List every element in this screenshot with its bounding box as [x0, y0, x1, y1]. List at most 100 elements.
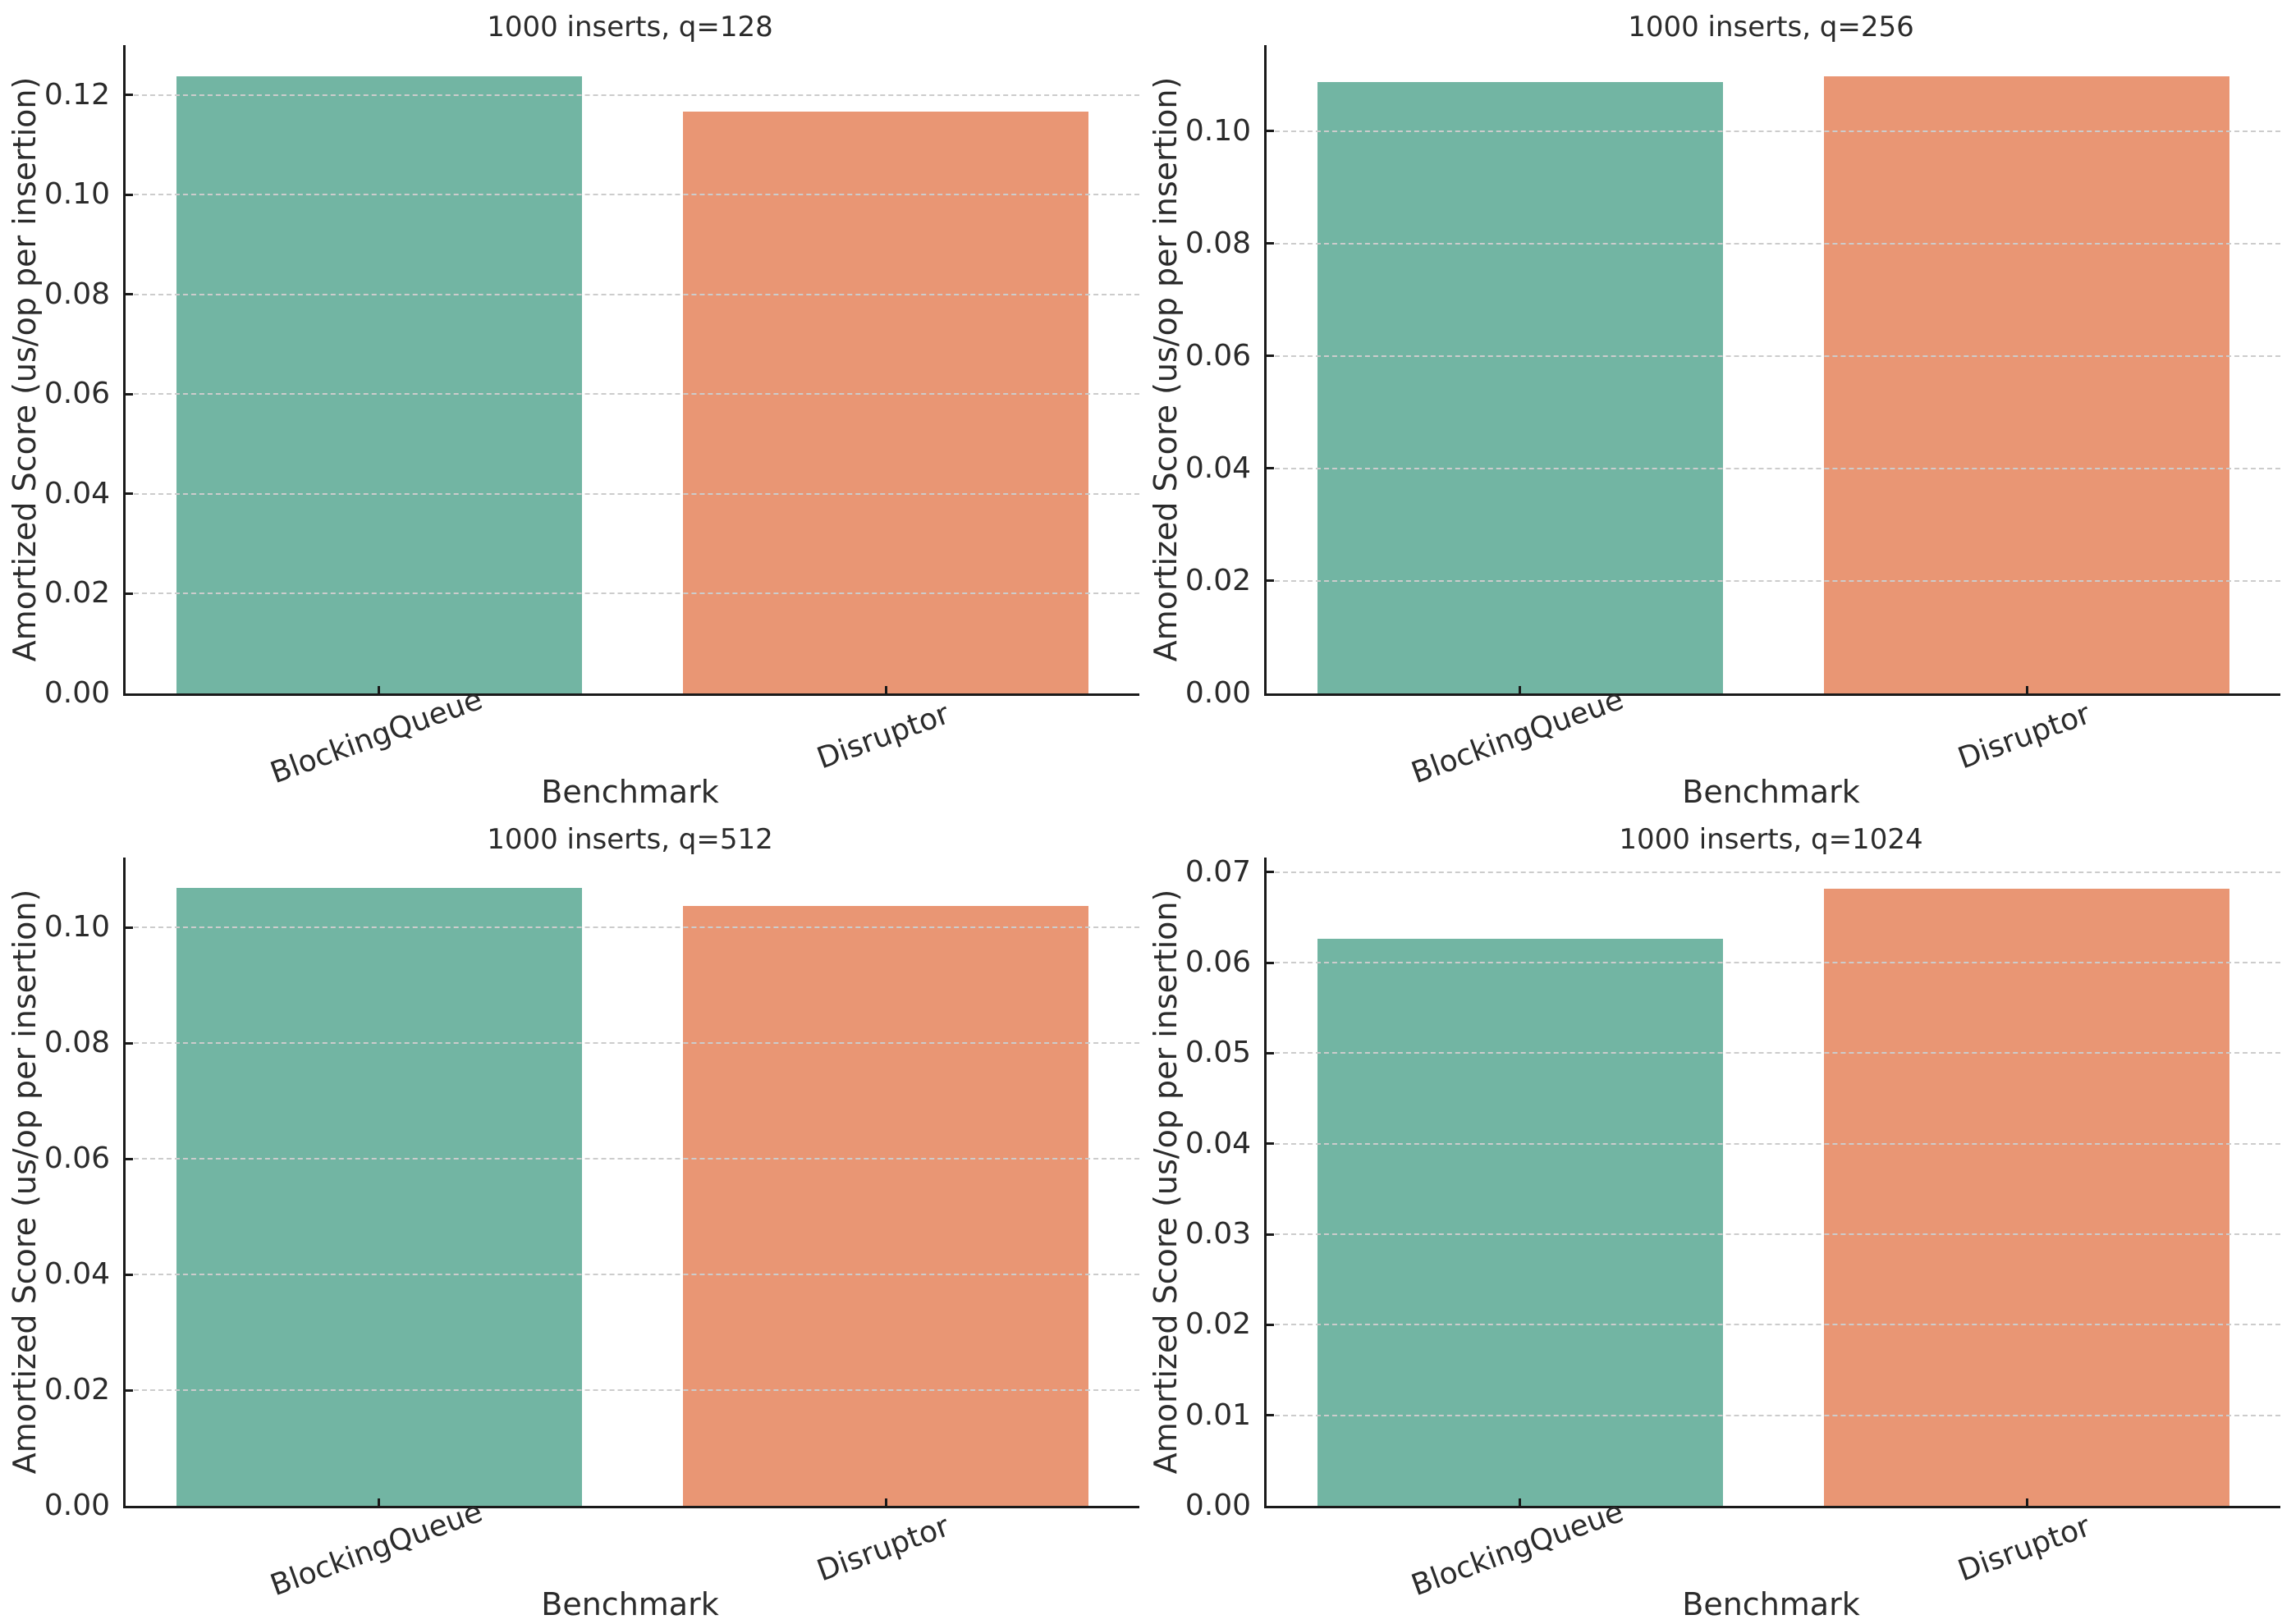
- bar-disruptor: [683, 111, 1089, 693]
- y-tick-label: 0.06: [44, 1141, 110, 1176]
- gridline: [126, 1274, 1139, 1276]
- bar-disruptor: [1824, 888, 2230, 1506]
- y-tick-mark: [1267, 1051, 1274, 1054]
- plot-area: [123, 858, 1139, 1508]
- y-tick-label: 0.00: [44, 676, 110, 710]
- y-tick-label: 0.06: [44, 377, 110, 411]
- y-tick-label: 0.00: [44, 1489, 110, 1522]
- x-tick-label-anchor: Disruptor: [1778, 1510, 2271, 1589]
- y-tick-mark: [126, 94, 133, 97]
- y-tick-mark: [126, 926, 133, 929]
- x-tick-label-anchor: BlockingQueue: [1272, 683, 1764, 790]
- x-tick-mark: [884, 1498, 887, 1506]
- y-tick-mark: [126, 492, 133, 496]
- gridline: [1267, 355, 2280, 357]
- y-tick-label: 0.08: [1185, 226, 1251, 260]
- bar-blockingqueue: [1317, 939, 1723, 1506]
- y-tick-mark: [1267, 242, 1274, 245]
- y-tick-label: 0.01: [1185, 1398, 1251, 1432]
- y-tick-label: 0.12: [44, 77, 110, 112]
- x-tick-mark: [884, 686, 887, 693]
- gridline: [1267, 1324, 2280, 1326]
- y-tick-label: 0.08: [44, 1026, 110, 1060]
- gridline: [1267, 871, 2280, 873]
- x-tick-label: Disruptor: [813, 697, 955, 776]
- y-tick-label: 0.04: [44, 1257, 110, 1292]
- y-tick-mark: [1267, 467, 1274, 470]
- x-tick-label: Disruptor: [813, 1509, 955, 1589]
- x-tick-label-anchor: BlockingQueue: [131, 1495, 623, 1603]
- x-tick-mark: [1519, 686, 1522, 693]
- y-axis-label: Amortized Score (us/op per insertion): [7, 889, 43, 1475]
- y-tick-label: 0.02: [1185, 1307, 1251, 1342]
- gridline: [1267, 1052, 2280, 1054]
- x-tick-label: Disruptor: [1954, 697, 2096, 776]
- y-tick-label: 0.07: [1185, 854, 1251, 889]
- y-tick-mark: [1267, 355, 1274, 358]
- gridline: [1267, 1142, 2280, 1145]
- gridline: [1267, 962, 2280, 963]
- y-tick-mark: [126, 1157, 133, 1160]
- gridline: [126, 592, 1139, 595]
- gridline: [1267, 130, 2280, 132]
- y-tick-mark: [1267, 961, 1274, 964]
- subplot-q512: 1000 inserts, q=512 Amortized Score (us/o…: [0, 812, 1141, 1624]
- gridline: [126, 1389, 1139, 1392]
- y-tick-mark: [1267, 1323, 1274, 1326]
- subplot-q1024: 1000 inserts, q=1024 Amortized Score (us/…: [1141, 812, 2282, 1624]
- y-tick-label: 0.08: [44, 277, 110, 311]
- gridline: [1267, 242, 2280, 245]
- gridline: [1267, 579, 2280, 582]
- gridline: [126, 926, 1139, 929]
- plot-area: [1264, 45, 2280, 696]
- gridline: [126, 1042, 1139, 1045]
- x-tick-mark: [378, 1498, 381, 1506]
- gridline: [126, 94, 1139, 96]
- x-tick-label-anchor: Disruptor: [637, 698, 1130, 776]
- y-tick-label: 0.05: [1185, 1036, 1251, 1070]
- y-tick-label: 0.03: [1185, 1216, 1251, 1251]
- y-tick-mark: [126, 1273, 133, 1276]
- x-axis-label: Benchmark: [541, 1586, 719, 1622]
- x-axis-label: Benchmark: [1682, 1586, 1860, 1622]
- y-tick-label: 0.06: [1185, 945, 1251, 979]
- y-tick-label: 0.04: [1185, 1126, 1251, 1160]
- y-tick-mark: [126, 193, 133, 196]
- plot-area: [1264, 858, 2280, 1508]
- y-tick-mark: [1267, 579, 1274, 583]
- y-tick-label: 0.00: [1185, 676, 1251, 710]
- y-tick-label: 0.02: [44, 1373, 110, 1407]
- x-tick-label-anchor: BlockingQueue: [1272, 1495, 1764, 1603]
- gridline: [1267, 467, 2280, 469]
- y-tick-mark: [126, 1388, 133, 1392]
- gridline: [126, 393, 1139, 396]
- y-tick-mark: [126, 592, 133, 595]
- y-tick-mark: [126, 1041, 133, 1045]
- subplot-q256: 1000 inserts, q=256 Amortized Score (us/o…: [1141, 0, 2282, 812]
- chart-title: 1000 inserts, q=512: [487, 823, 773, 856]
- y-tick-label: 0.06: [1185, 338, 1251, 373]
- y-tick-mark: [1267, 1142, 1274, 1146]
- gridline: [126, 492, 1139, 495]
- x-tick-label-anchor: Disruptor: [637, 1510, 1130, 1589]
- x-tick-mark: [2025, 686, 2028, 693]
- y-tick-mark: [1267, 1233, 1274, 1236]
- y-tick-mark: [1267, 871, 1274, 874]
- x-tick-label-anchor: Disruptor: [1778, 698, 2271, 776]
- bar-blockingqueue: [1317, 81, 1723, 693]
- y-tick-mark: [126, 392, 133, 396]
- x-tick-label: Disruptor: [1954, 1509, 2096, 1589]
- gridline: [1267, 1233, 2280, 1235]
- bar-blockingqueue: [176, 75, 582, 693]
- chart-title: 1000 inserts, q=256: [1628, 11, 1914, 43]
- y-tick-label: 0.10: [44, 910, 110, 945]
- subplot-q128: 1000 inserts, q=128 Amortized Score (us/o…: [0, 0, 1141, 812]
- y-tick-label: 0.10: [1185, 113, 1251, 148]
- y-tick-mark: [1267, 1414, 1274, 1417]
- gridline: [126, 1158, 1139, 1160]
- y-tick-label: 0.10: [44, 177, 110, 212]
- chart-title: 1000 inserts, q=128: [487, 11, 773, 43]
- bar-disruptor: [1824, 75, 2230, 693]
- y-tick-label: 0.04: [44, 476, 110, 510]
